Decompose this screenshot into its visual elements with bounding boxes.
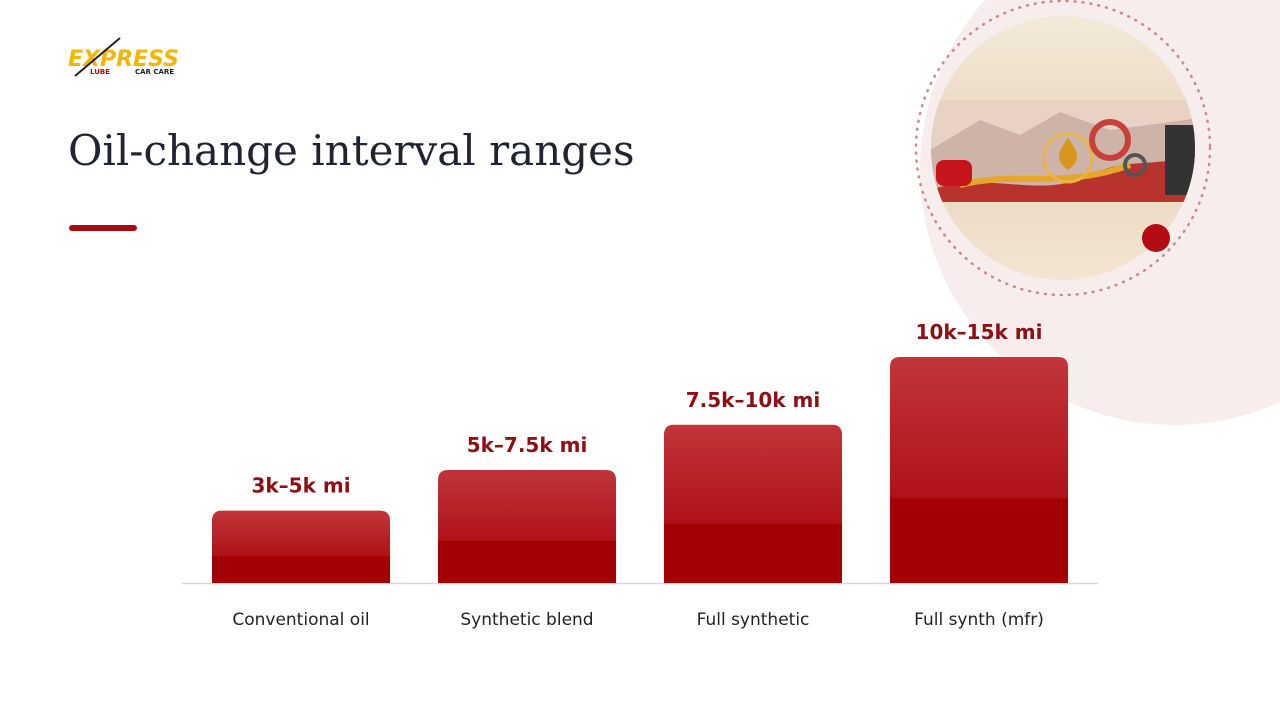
x-tick-label: Conventional oil [232,610,369,630]
logo-tagline: CAR CARE [135,68,174,76]
accent-dot [1142,224,1170,252]
dotted-ring [914,0,1212,297]
value-label: 3k–5k mi [251,474,350,498]
bar [664,424,842,583]
logo-name: EXPRESS [68,47,179,72]
x-tick-label: Full synthetic [697,610,810,630]
bar [212,510,390,583]
value-label: 7.5k–10k mi [686,388,821,412]
value-label: 5k–7.5k mi [467,433,588,457]
logo-tagline: LUBE [90,68,110,76]
x-tick-label: Full synth (mfr) [914,610,1044,630]
chart-title: Oil-change interval ranges [68,126,635,175]
logo: EXPRESS LUBE CAR CARE [68,37,179,77]
value-label: 10k–15k mi [916,320,1043,344]
x-tick-label: Synthetic blend [460,610,593,630]
title-accent [69,225,137,231]
logo-swoosh [74,37,121,77]
bar [890,357,1068,583]
bar [438,470,616,583]
